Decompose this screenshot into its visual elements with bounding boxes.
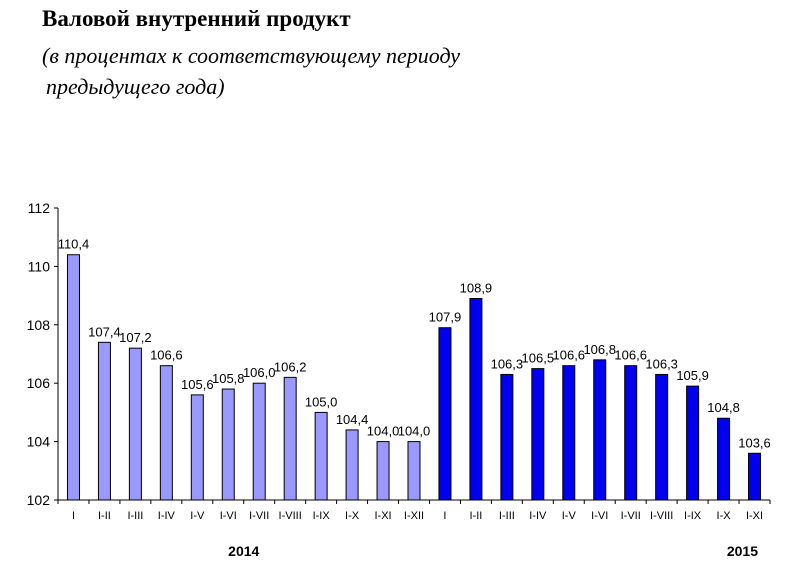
- bar: [283, 376, 297, 501]
- bar: [500, 373, 514, 501]
- data-label: 103,6: [738, 435, 771, 450]
- bar: [531, 368, 545, 501]
- x-tick-label: I-VI: [591, 510, 608, 522]
- bar: [438, 327, 452, 501]
- bar: [97, 341, 111, 501]
- x-tick-label: I-VIII: [650, 510, 673, 522]
- bar: [748, 452, 762, 501]
- data-label: 107,2: [119, 330, 152, 345]
- data-label: 104,0: [367, 424, 400, 439]
- x-tick-label: I-XII: [404, 510, 424, 522]
- x-tick-label: I-II: [469, 510, 482, 522]
- data-label: 105,6: [181, 377, 214, 392]
- x-tick-label: I-VII: [621, 510, 641, 522]
- x-tick-label: I-III: [499, 510, 515, 522]
- subtitle-line-2: предыдущего года): [46, 74, 225, 99]
- group-label-2015: 2015: [727, 543, 758, 559]
- x-tick-label: I-XI: [746, 510, 763, 522]
- bar: [469, 298, 483, 501]
- data-label: 106,6: [614, 348, 647, 363]
- bar: [376, 441, 390, 501]
- bar: [345, 429, 359, 501]
- data-label: 104,0: [398, 424, 431, 439]
- page-title: Валовой внутренний продукт: [42, 6, 351, 31]
- x-tick-label: I-IX: [684, 510, 702, 522]
- x-tick-label: I-VII: [249, 510, 269, 522]
- y-tick-label: 106: [27, 375, 51, 391]
- y-tick-label: 110: [28, 258, 51, 274]
- bar: [159, 365, 173, 501]
- data-label: 106,5: [522, 351, 555, 366]
- bar: [221, 388, 235, 501]
- data-label: 106,2: [274, 359, 307, 374]
- bar: [686, 385, 700, 501]
- y-tick-label: 104: [27, 434, 51, 450]
- bar: [66, 254, 80, 501]
- data-label: 110,4: [58, 237, 90, 252]
- subtitle-line-1: (в процентах к соответствующему периоду: [42, 43, 461, 68]
- data-label: 106,6: [553, 348, 586, 363]
- x-tick-label: I-VIII: [279, 510, 302, 522]
- x-tick-label: I-V: [190, 510, 205, 522]
- data-label: 105,0: [305, 394, 338, 409]
- data-label: 105,9: [676, 368, 709, 383]
- bar: [562, 365, 576, 501]
- bar: [717, 417, 731, 501]
- x-tick-label: I: [72, 510, 75, 522]
- data-label: 104,8: [707, 400, 740, 415]
- y-tick-label: 112: [28, 200, 51, 216]
- x-tick-label: I-X: [345, 510, 360, 522]
- bar: [624, 365, 638, 501]
- group-label-2014: 2014: [228, 543, 259, 559]
- data-label: 106,8: [583, 342, 616, 357]
- x-tick-label: I-V: [562, 510, 577, 522]
- data-label: 106,0: [243, 365, 276, 380]
- data-label: 106,6: [150, 348, 183, 363]
- x-tick-label: I-X: [717, 510, 732, 522]
- data-label: 106,3: [645, 356, 678, 371]
- y-tick-label: 102: [27, 492, 51, 508]
- bar: [593, 359, 607, 501]
- page-subtitle: (в процентах к соответствующему периоду …: [42, 40, 642, 102]
- x-tick-label: I-XI: [374, 510, 391, 522]
- bar: [407, 441, 421, 501]
- data-label: 108,9: [460, 281, 493, 296]
- x-tick-label: I-VI: [220, 510, 237, 522]
- bar: [252, 382, 266, 501]
- x-tick-label: I-III: [127, 510, 143, 522]
- data-label: 105,8: [212, 371, 245, 386]
- bar: [314, 411, 328, 501]
- data-label: 104,4: [336, 412, 369, 427]
- data-label: 107,9: [429, 310, 462, 325]
- bar: [655, 373, 669, 501]
- data-label: 107,4: [88, 324, 121, 339]
- x-tick-label: I: [443, 510, 446, 522]
- x-tick-label: I-IV: [158, 510, 176, 522]
- y-tick-label: 108: [27, 317, 51, 333]
- data-label: 106,3: [491, 356, 524, 371]
- x-tick-label: I-II: [98, 510, 111, 522]
- bar: [128, 347, 142, 501]
- bar: [190, 394, 204, 501]
- x-tick-label: I-IV: [529, 510, 547, 522]
- x-tick-label: I-IX: [313, 510, 331, 522]
